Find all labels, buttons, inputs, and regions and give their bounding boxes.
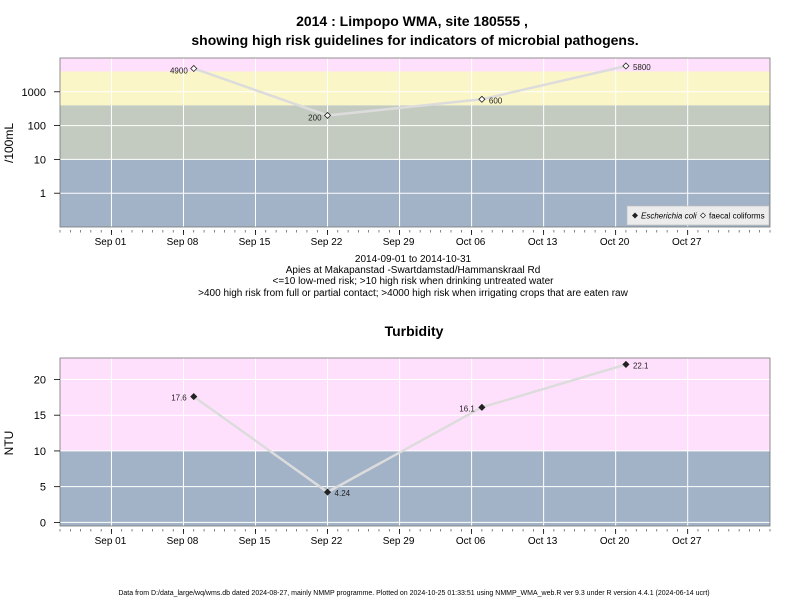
risk-band-2 [60, 71, 770, 106]
plot-frame [59, 57, 771, 228]
y-tick-label-4: 20 [34, 374, 46, 386]
y-tick-label-2: 100 [28, 121, 46, 133]
data-point-3 [622, 360, 630, 368]
risk-bands [60, 58, 770, 227]
x-tick-label-1: Sep 08 [167, 536, 199, 547]
data-label-3: 5800 [633, 63, 651, 72]
plot-frame [59, 357, 771, 527]
risk-bands [60, 358, 770, 526]
data-label-1: 200 [308, 113, 322, 122]
axes: Sep 01 Sep 08 Sep 15 Sep 22 Sep 29 Oct 06 Oct … [22, 57, 771, 248]
series-line-0 [193, 64, 627, 117]
x-tick-label-2: Sep 15 [239, 536, 271, 547]
series-lines [193, 363, 627, 494]
series-lines [193, 64, 627, 117]
axes: Sep 01 Sep 08 Sep 15 Sep 22 Sep 29 Oct 06 Oct … [34, 357, 771, 547]
legend-box [626, 205, 770, 226]
turbidity-plot-panel: 17.6 4.24 16.1 22.1 Sep 01 Sep 08 Sep 15 Sep 2… [34, 357, 771, 547]
x-tick-label-2: Sep 15 [239, 237, 271, 248]
risk-band-1 [60, 358, 770, 451]
grid-lines [60, 58, 770, 227]
x-tick-label-7: Oct 20 [600, 536, 630, 547]
turbidity-title: Turbidity [385, 323, 444, 339]
x-tick-label-4: Sep 29 [383, 536, 415, 547]
guideline-text-1: <=10 low-med risk; >10 high risk when dr… [273, 276, 555, 287]
legend: Escherichia coli faecal coliforms [626, 205, 770, 226]
legend-label-1: faecal coliforms [709, 212, 765, 221]
x-tick-label-8: Oct 27 [672, 237, 702, 248]
risk-band-3 [60, 58, 770, 72]
x-tick-label-4: Sep 29 [383, 237, 415, 248]
risk-band-1 [60, 105, 770, 160]
y-axis-label-turbidity: NTU [2, 431, 16, 456]
y-tick-label-3: 1000 [22, 87, 46, 99]
data-point-3 [622, 62, 630, 70]
data-label-2: 16.1 [459, 404, 475, 413]
data-point-1 [323, 111, 332, 119]
x-tick-label-6: Oct 13 [528, 536, 558, 547]
y-tick-label-0: 1 [40, 188, 46, 200]
x-tick-label-5: Oct 06 [456, 237, 486, 248]
series-line-0 [193, 363, 627, 494]
data-label-1: 4.24 [335, 489, 351, 498]
data-markers [190, 360, 630, 496]
data-label-2: 600 [489, 96, 503, 105]
footer-note: Data from D:/data_large/wq/wms.db dated … [118, 590, 709, 597]
data-labels: 17.6 4.24 16.1 22.1 [171, 361, 649, 498]
data-point-2 [478, 95, 486, 103]
guideline-text-2: >400 high risk from full or partial cont… [198, 288, 628, 299]
x-tick-label-0: Sep 01 [95, 237, 127, 248]
x-tick-label-3: Sep 22 [311, 536, 343, 547]
x-tick-label-7: Oct 20 [600, 237, 630, 248]
x-tick-label-5: Oct 06 [456, 536, 486, 547]
legend-marker-1 [700, 212, 706, 219]
y-tick-label-0: 0 [40, 517, 46, 529]
data-point-0 [190, 393, 198, 401]
chart-title-line2: showing high risk guidelines for indicat… [191, 32, 638, 48]
data-label-0: 4900 [170, 66, 188, 75]
x-tick-label-6: Oct 13 [528, 237, 558, 248]
data-label-3: 22.1 [633, 361, 649, 370]
data-point-1 [323, 488, 332, 496]
data-labels: 4900 200 600 5800 [170, 63, 651, 122]
risk-band-0 [60, 450, 770, 526]
x-tick-label-0: Sep 01 [95, 536, 127, 547]
data-point-2 [478, 403, 486, 411]
y-axis-label-microbial: /100mL [2, 123, 16, 163]
y-tick-label-2: 10 [34, 446, 46, 458]
legend-label-0: Escherichia coli [641, 212, 697, 221]
y-tick-label-3: 15 [34, 410, 46, 422]
chart-title-line1: 2014 : Limpopo WMA, site 180555 , [296, 13, 528, 29]
data-point-0 [190, 64, 198, 73]
x-tick-label-3: Sep 22 [311, 237, 343, 248]
y-tick-label-1: 10 [34, 154, 46, 166]
y-tick-label-1: 5 [40, 482, 46, 494]
site-name-text: Apies at Makapanstad -Swartdamstad/Hamma… [286, 265, 541, 276]
x-tick-label-1: Sep 08 [167, 237, 199, 248]
legend-marker-0 [632, 212, 638, 219]
date-range-text: 2014-09-01 to 2014-10-31 [355, 254, 472, 265]
x-tick-label-8: Oct 27 [672, 536, 702, 547]
data-markers [190, 62, 630, 119]
data-label-0: 17.6 [171, 394, 187, 403]
